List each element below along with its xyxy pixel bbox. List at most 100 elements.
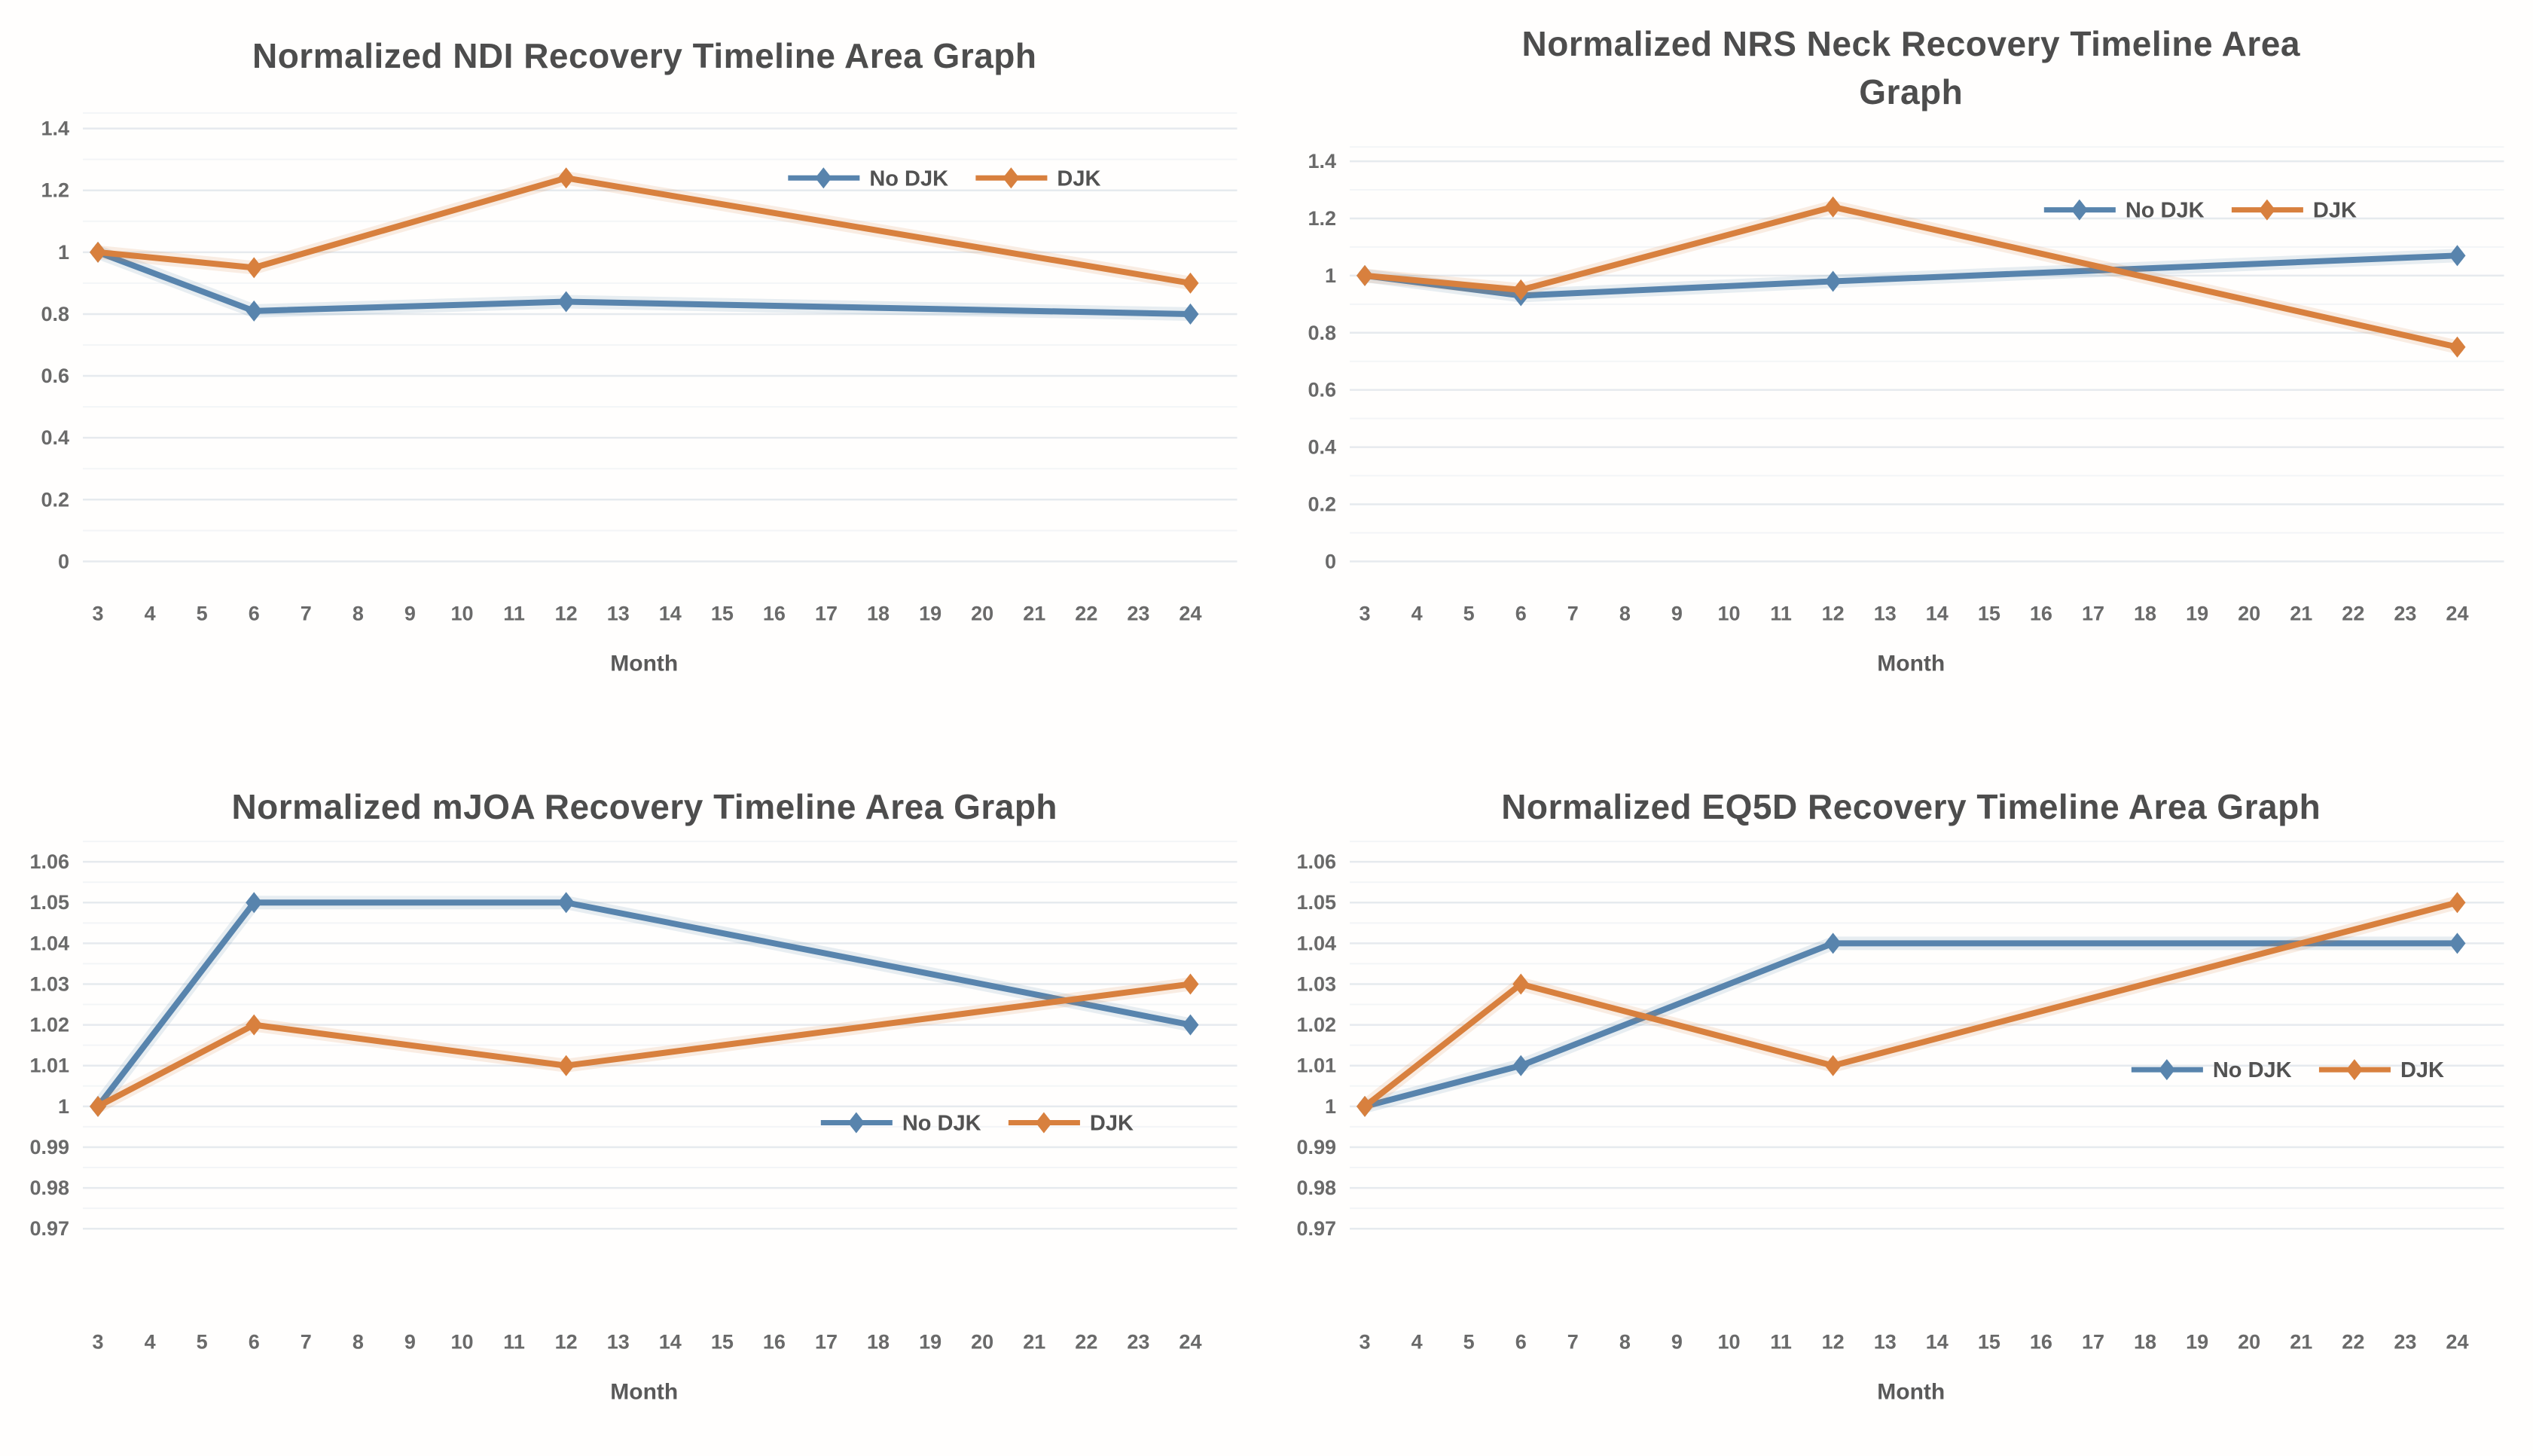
data-point-marker	[557, 891, 575, 913]
legend-label: DJK	[1090, 1111, 1134, 1135]
ndi-chart-canvas: 0 0.2 0.4 0.6 0.8 1 1.2 1.4 3 4 5 6 7 8 9 10 11 12 13 14 15 1…	[41, 112, 1238, 676]
y-axis-tick-label: 1.05	[1296, 891, 1336, 914]
y-axis-tick-label: 1.4	[1308, 150, 1336, 172]
data-point-marker	[2158, 1058, 2175, 1080]
x-axis-tick-label: 7	[301, 1330, 312, 1353]
chart-figure-eq5d: Normalized EQ5D Recovery Timeline Area G…	[1267, 728, 2533, 1456]
x-axis-tick-label: 17	[2081, 1330, 2104, 1353]
y-axis-tick-label: 0.99	[1296, 1135, 1336, 1158]
y-axis-tick-label: 1.03	[29, 972, 69, 995]
data-point-marker	[1356, 264, 1373, 286]
data-point-marker	[2258, 199, 2275, 221]
x-axis-tick-label: 24	[1179, 602, 1201, 624]
x-axis-tick-label: 24	[1179, 1330, 1201, 1353]
y-axis-tick-label: 0.99	[29, 1135, 69, 1158]
x-axis-tick-label: 9	[404, 602, 416, 624]
y-axis-tick-label: 0.2	[1308, 493, 1336, 515]
series-line	[1361, 939, 2460, 1110]
x-axis-tick-label: 20	[971, 1330, 993, 1353]
x-axis-tick-label: 15	[711, 1330, 734, 1353]
x-axis-tick-label: 18	[2134, 1330, 2156, 1353]
x-axis-tick-label: 4	[1411, 1330, 1422, 1353]
x-axis-tick-label: 24	[2446, 602, 2468, 624]
x-axis-tick-label: 11	[503, 1330, 525, 1353]
x-axis-tick-label: 9	[404, 1330, 416, 1353]
x-axis-tick-label: 4	[1411, 602, 1422, 624]
x-axis-tick-label: 5	[1463, 602, 1474, 624]
x-axis-tick-label: 3	[93, 602, 104, 624]
x-axis-tick-label: 22	[1075, 602, 1097, 624]
x-axis-tick-label: 3	[1359, 1330, 1370, 1353]
x-axis-title: Month	[1877, 651, 1945, 676]
x-axis-tick-label: 8	[352, 602, 364, 624]
x-axis-tick-label: 17	[2081, 602, 2104, 624]
y-axis-tick-label: 0.6	[41, 365, 69, 387]
data-point-marker	[90, 1095, 107, 1117]
x-axis-tick-label: 6	[249, 602, 260, 624]
eq5d-chart-canvas: 0.97 0.98 0.99 1 1.01 1.02 1.03 1.04 1.05 1.06 3 4 5…	[1296, 840, 2504, 1404]
x-axis-tick-label: 11	[503, 602, 525, 624]
y-axis-tick-label: 0.4	[41, 426, 69, 449]
y-axis-tick-label: 0	[58, 550, 69, 572]
data-point-marker	[815, 167, 832, 189]
y-axis-tick-label: 0.98	[29, 1177, 69, 1199]
x-axis-tick-label: 13	[1873, 602, 1896, 624]
x-axis-tick-label: 20	[2238, 1330, 2260, 1353]
x-axis-tick-label: 16	[763, 602, 786, 624]
x-axis-tick-label: 7	[301, 602, 312, 624]
y-axis-tick-label: 0	[1324, 550, 1335, 572]
legend-label: DJK	[2400, 1058, 2443, 1082]
series-line	[95, 899, 1194, 1110]
x-axis-tick-label: 19	[919, 602, 941, 624]
y-axis-tick-label: 1	[58, 1094, 69, 1117]
y-axis-tick-label: 1.02	[29, 1013, 69, 1036]
x-axis-title: Month	[610, 651, 678, 676]
chart-title-ndi: Normalized NDI Recovery Timeline Area Gr…	[252, 36, 1037, 75]
x-axis-tick-label: 7	[1567, 602, 1578, 624]
legend-label: No DJK	[869, 166, 948, 191]
x-axis-tick-label: 22	[2342, 1330, 2364, 1353]
series-line	[95, 980, 1194, 1110]
x-axis-tick-label: 6	[249, 1330, 260, 1353]
data-point-marker	[557, 291, 575, 313]
series-line	[95, 249, 1194, 317]
x-axis-tick-label: 9	[1671, 602, 1682, 624]
x-axis-tick-label: 14	[659, 602, 682, 624]
x-axis-tick-label: 20	[2238, 602, 2260, 624]
y-axis-tick-label: 0.8	[1308, 322, 1336, 344]
x-axis-tick-label: 8	[1619, 602, 1630, 624]
x-axis-tick-label: 17	[815, 1330, 838, 1353]
x-axis-tick-label: 22	[2342, 602, 2364, 624]
x-axis-title: Month	[1877, 1379, 1945, 1404]
data-point-marker	[847, 1111, 865, 1134]
x-axis-tick-label: 14	[659, 1330, 682, 1353]
x-axis-tick-label: 6	[1515, 602, 1526, 624]
x-axis-tick-label: 7	[1567, 1330, 1578, 1353]
x-axis-tick-label: 3	[93, 1330, 104, 1353]
x-axis-tick-label: 6	[1515, 1330, 1526, 1353]
legend-label: No DJK	[2125, 199, 2204, 223]
y-axis-tick-label: 1.03	[1296, 972, 1336, 995]
y-axis-tick-label: 1.01	[1296, 1054, 1336, 1076]
x-axis-tick-label: 3	[1359, 602, 1370, 624]
x-axis-tick-label: 4	[145, 1330, 156, 1353]
data-point-marker	[246, 300, 263, 322]
y-axis-tick-label: 1.02	[1296, 1013, 1336, 1036]
data-point-marker	[1035, 1111, 1052, 1134]
data-point-marker	[2448, 245, 2465, 267]
x-axis-tick-label: 17	[815, 602, 838, 624]
x-axis-tick-label: 18	[867, 1330, 890, 1353]
x-axis-tick-label: 23	[2394, 1330, 2416, 1353]
legend-label: DJK	[1057, 166, 1100, 191]
data-point-marker	[2345, 1058, 2363, 1080]
data-point-marker	[1356, 1095, 1373, 1117]
x-axis-tick-label: 19	[2186, 602, 2208, 624]
x-axis-tick-label: 5	[197, 1330, 208, 1353]
chart-figure-nrs-neck: Normalized NRS Neck Recovery Timeline Ar…	[1267, 0, 2533, 728]
x-axis-tick-label: 15	[711, 602, 734, 624]
x-axis-tick-label: 10	[1717, 1330, 1740, 1353]
x-axis-tick-label: 12	[1821, 1330, 1844, 1353]
y-axis-tick-label: 1	[58, 241, 69, 264]
data-point-marker	[1824, 270, 1842, 292]
x-axis-tick-label: 23	[1127, 1330, 1149, 1353]
